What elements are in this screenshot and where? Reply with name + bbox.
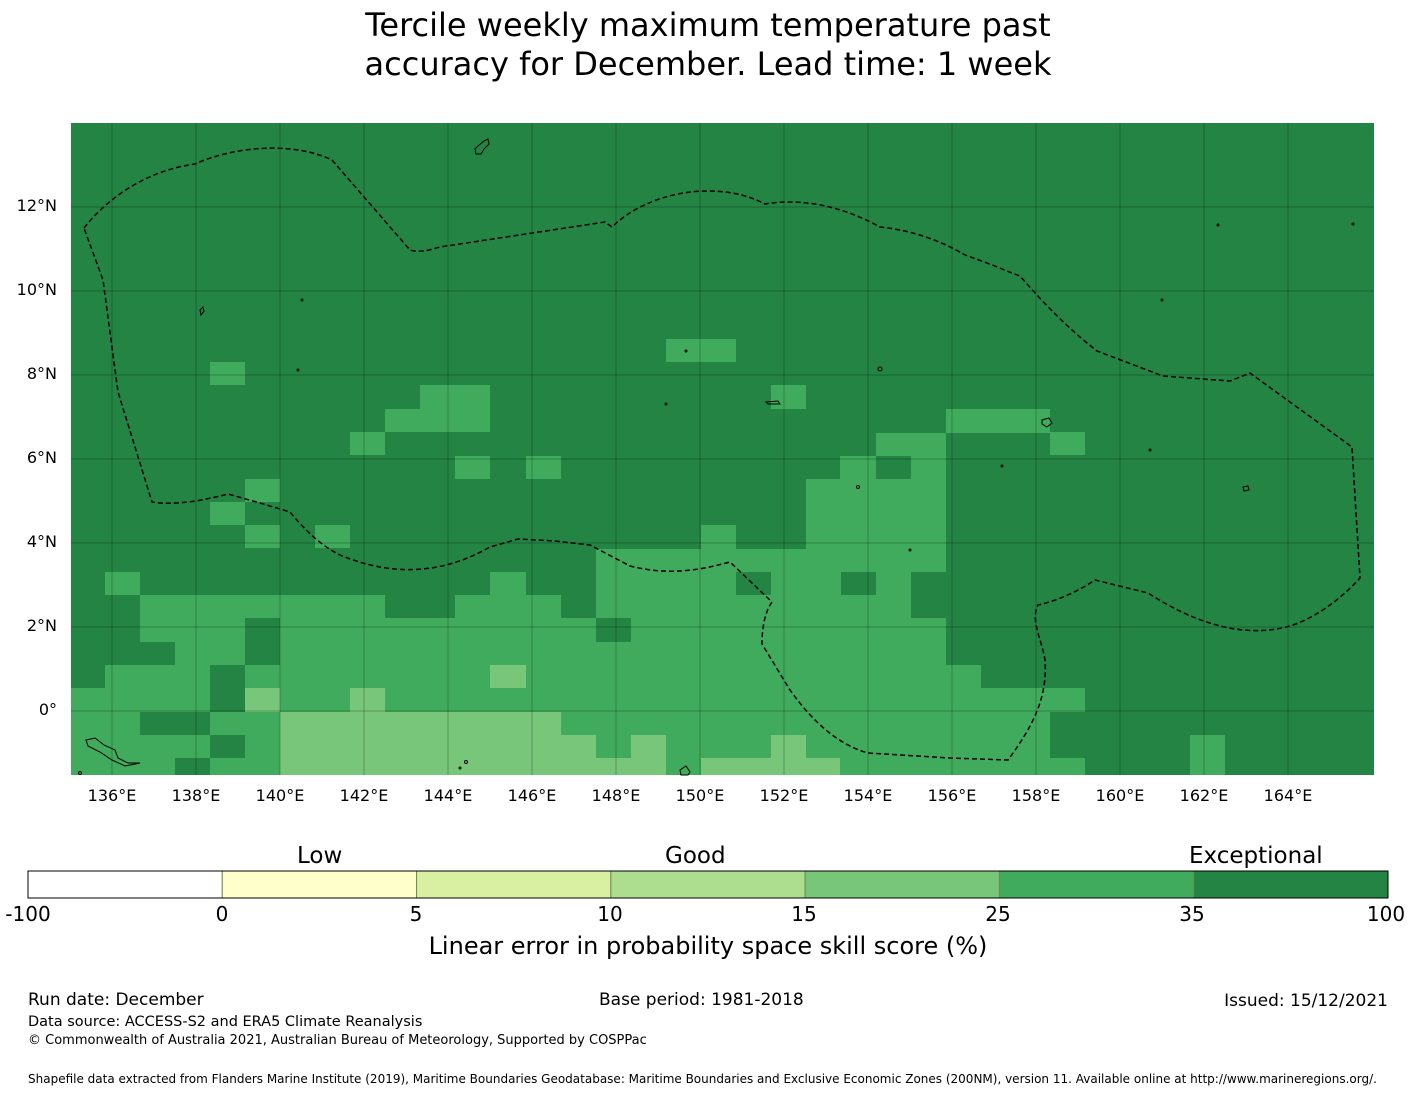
lon-label-158e: 158°E (1011, 786, 1061, 805)
lon-label-136e: 136°E (87, 786, 137, 805)
colorbar-tick-0: 0 (215, 902, 229, 926)
guam-island (474, 138, 490, 155)
colorbar (27, 870, 1389, 899)
island-yap (199, 306, 205, 317)
colorbar-tick-25: 25 (985, 902, 1011, 926)
exceptional-cells (71, 456, 1374, 775)
run-date: Run date: December (28, 990, 204, 1010)
lat-label-10n: 10°N (16, 280, 57, 299)
lon-label-164e: 164°E (1263, 786, 1313, 805)
lon-label-146e: 146°E (507, 786, 557, 805)
legend-category-exceptional: Exceptional (1189, 843, 1323, 869)
lat-label-8n: 8°N (26, 364, 57, 383)
lat-label-6n: 6°N (26, 448, 57, 467)
island-pohnpei (1041, 417, 1053, 428)
issued-date: Issued: 15/12/2021 (1224, 991, 1388, 1011)
lon-label-162e: 162°E (1179, 786, 1229, 805)
island-kosrae (1242, 485, 1250, 492)
lon-label-144e: 144°E (423, 786, 473, 805)
lon-label-142e: 142°E (339, 786, 389, 805)
island-chuuk (764, 400, 781, 405)
title-line-1: Tercile weekly maximum temperature past (365, 6, 1051, 44)
colorbar-tick-10: 10 (597, 902, 623, 926)
eez-boundary (83, 147, 1361, 761)
chart-title: Tercile weekly maximum temperature past … (0, 6, 1416, 84)
lon-label-156e: 156°E (927, 786, 977, 805)
colorbar-tick-35: 35 (1179, 902, 1205, 926)
copyright: © Commonwealth of Australia 2021, Austra… (28, 1033, 647, 1048)
colorbar-tick-minus100: -100 (5, 902, 51, 926)
lat-label-12n: 12°N (16, 196, 57, 215)
colorbar-tick-5: 5 (409, 902, 423, 926)
colorbar-segment-6 (1193, 870, 1389, 899)
title-line-2: accuracy for December. Lead time: 1 week (364, 45, 1052, 83)
lon-label-160e: 160°E (1095, 786, 1145, 805)
lon-label-140e: 140°E (255, 786, 305, 805)
colorbar-tick-100: 100 (1366, 902, 1406, 926)
shapefile-credit: Shapefile data extracted from Flanders M… (28, 1072, 1377, 1086)
base-period: Base period: 1981-2018 (599, 990, 804, 1010)
lat-label-4n: 4°N (26, 532, 57, 551)
gridlines (71, 123, 1374, 775)
lat-label-0: 0° (38, 700, 57, 719)
lon-label-150e: 150°E (675, 786, 725, 805)
good-high-cells (71, 339, 1374, 775)
island-png-north (85, 737, 141, 767)
colorbar-frame (27, 870, 1389, 899)
colorbar-tick-15: 15 (791, 902, 817, 926)
lon-label-148e: 148°E (591, 786, 641, 805)
lon-label-138e: 138°E (171, 786, 221, 805)
legend-category-good: Good (665, 843, 726, 869)
lon-label-154e: 154°E (843, 786, 893, 805)
colorbar-segment-0 (27, 870, 223, 899)
good-mid-cells (245, 665, 840, 775)
colorbar-title: Linear error in probability space skill … (428, 932, 988, 960)
colorbar-segment-5 (998, 870, 1195, 899)
colorbar-segment-2 (416, 870, 612, 899)
lon-label-152e: 152°E (759, 786, 809, 805)
good-high-cells-2 (840, 456, 1225, 775)
colorbar-segment-4 (804, 870, 1000, 899)
lat-label-2n: 2°N (26, 616, 57, 635)
island-outlines (78, 138, 1355, 776)
data-source: Data source: ACCESS-S2 and ERA5 Climate … (28, 1014, 423, 1030)
colorbar-segment-1 (221, 870, 418, 899)
colorbar-segment-3 (610, 870, 806, 899)
legend-category-low: Low (297, 843, 343, 869)
island-png-2 (679, 765, 691, 776)
